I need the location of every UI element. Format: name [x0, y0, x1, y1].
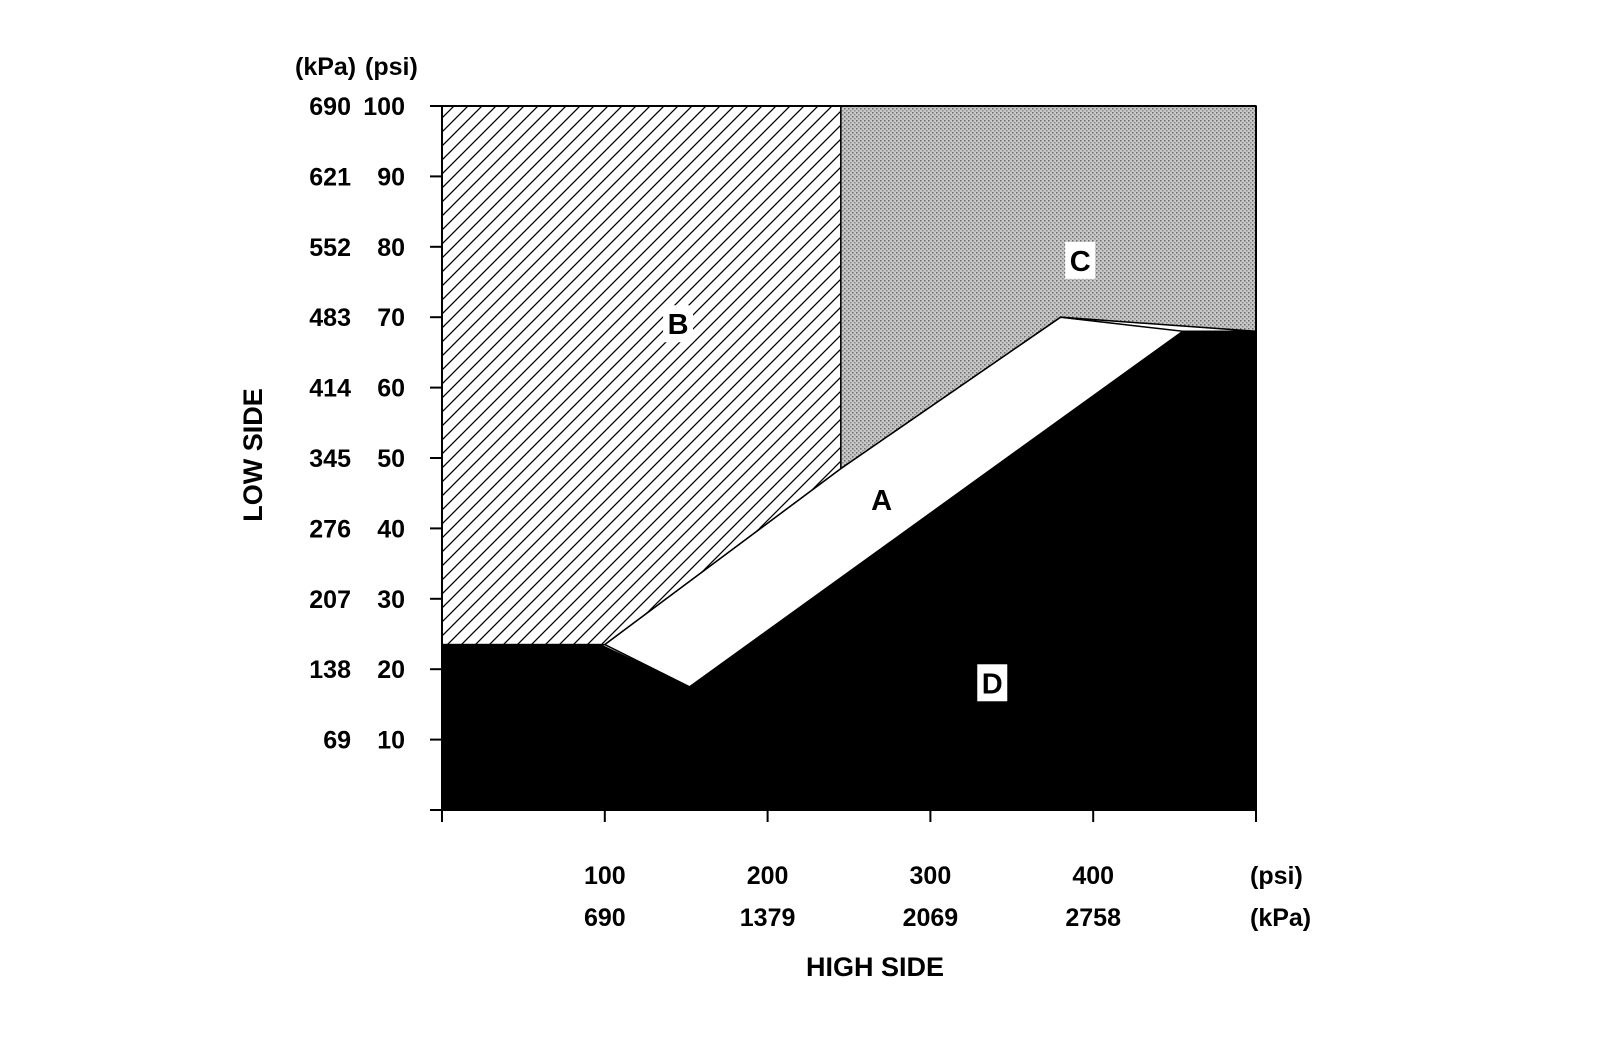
x-tick-label-psi: 100 [584, 862, 626, 890]
region-d-label: D [982, 668, 1003, 700]
axes [441, 105, 1257, 811]
y-tick-label-kpa: 621 [309, 163, 351, 191]
y-axis-title: LOW SIDE [238, 388, 268, 522]
y-tick-label-psi: 80 [377, 234, 405, 262]
x-tick-label-kpa: 2069 [903, 904, 959, 932]
y-tick-label-psi: 30 [377, 586, 405, 614]
x-ticks: 100 690 200 1379 300 2069 400 2758 [441, 810, 1257, 932]
y-tick-label-psi: 90 [377, 163, 405, 191]
y-tick-label-psi: 100 [363, 93, 405, 121]
x-tick-label-kpa: 1379 [740, 904, 796, 932]
y-tick-label-kpa: 69 [323, 727, 351, 755]
region-c-label-box [1065, 241, 1096, 279]
y-tick-label-psi: 60 [377, 375, 405, 403]
y-tick-label-psi: 70 [377, 304, 405, 332]
y-unit-psi: (psi) [365, 53, 418, 81]
x-unit-psi: (psi) [1250, 862, 1303, 890]
y-ticks: 69 10 138 20 207 30 276 40 345 50 414 60 483 70 552 80 6… [309, 93, 442, 811]
region-b-label: B [668, 309, 689, 341]
x-tick-label-psi: 400 [1072, 862, 1114, 890]
x-tick-label-psi: 300 [910, 862, 952, 890]
region-d-label-box [977, 664, 1008, 702]
x-tick-label-kpa: 690 [584, 904, 626, 932]
x-tick-label-psi: 200 [747, 862, 789, 890]
y-tick-label-kpa: 552 [309, 234, 351, 262]
regions: B C D A [441, 105, 1257, 811]
y-tick-label-psi: 20 [377, 656, 405, 684]
y-tick-label-kpa: 138 [309, 656, 351, 684]
y-tick-label-psi: 40 [377, 515, 405, 543]
region-c-label: C [1070, 246, 1091, 278]
region-a-area [603, 316, 1185, 688]
y-tick-label-kpa: 414 [309, 375, 351, 403]
y-tick-label-kpa: 483 [309, 304, 351, 332]
y-tick-label-kpa: 276 [309, 515, 351, 543]
y-tick-label-kpa: 207 [309, 586, 351, 614]
x-unit-kpa: (kPa) [1250, 904, 1311, 932]
region-b-label-box [663, 305, 694, 343]
x-axis-title: HIGH SIDE [806, 952, 944, 982]
region-a-label: A [871, 485, 892, 517]
y-tick-label-kpa: 690 [309, 93, 351, 121]
y-tick-label-kpa: 345 [309, 445, 351, 473]
x-tick-label-kpa: 2758 [1065, 904, 1121, 932]
y-unit-kpa: (kPa) [295, 53, 356, 81]
y-tick-label-psi: 10 [377, 727, 405, 755]
y-tick-label-psi: 50 [377, 445, 405, 473]
